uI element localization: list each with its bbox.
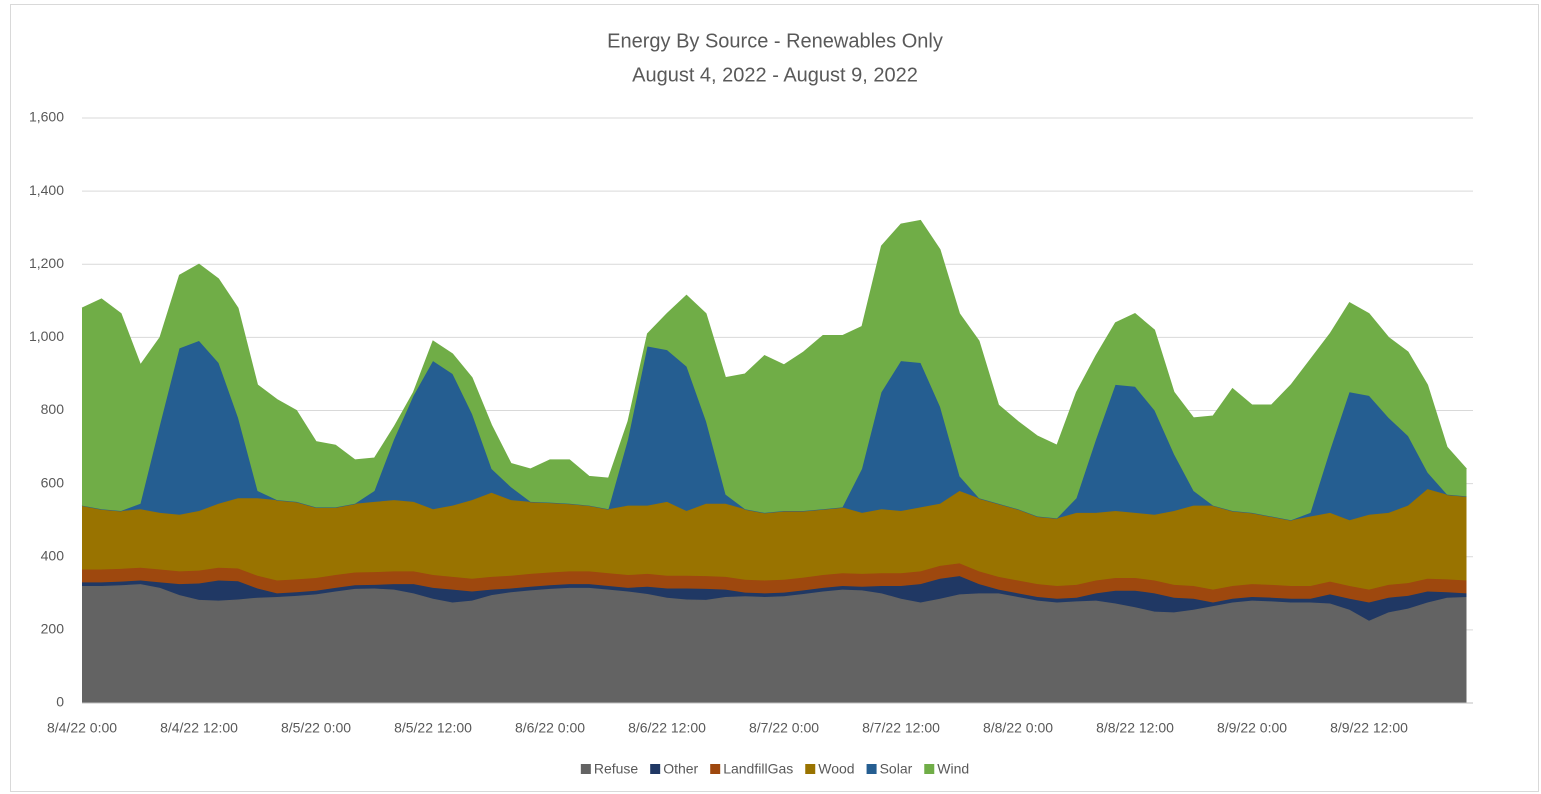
legend-label: Solar	[880, 761, 913, 777]
x-tick-label: 8/5/22 0:00	[281, 720, 351, 736]
area-fill	[82, 584, 1467, 703]
y-tick-label: 800	[41, 401, 65, 417]
legend-label: Refuse	[594, 761, 639, 777]
x-tick-label: 8/7/22 12:00	[862, 720, 940, 736]
x-tick-label: 8/9/22 12:00	[1330, 720, 1408, 736]
y-tick-label: 1,200	[29, 255, 64, 271]
x-tick-label: 8/6/22 12:00	[628, 720, 706, 736]
legend-label: LandfillGas	[723, 761, 793, 777]
area-fill	[82, 563, 1467, 603]
legend-swatch	[805, 764, 816, 774]
x-tick-label: 8/8/22 12:00	[1096, 720, 1174, 736]
x-tick-label: 8/9/22 0:00	[1217, 720, 1287, 736]
chart-subtitle: August 4, 2022 - August 9, 2022	[632, 64, 918, 86]
legend-swatch	[650, 764, 661, 774]
legend-swatch	[924, 764, 935, 774]
legend-swatch	[710, 764, 721, 774]
legend-label: Wood	[818, 761, 854, 777]
y-tick-label: 400	[41, 547, 65, 563]
legend-swatch	[866, 764, 877, 774]
y-tick-label: 1,400	[29, 182, 64, 198]
x-tick-label: 8/8/22 0:00	[983, 720, 1053, 736]
legend: Refuse Other LandfillGas Wood Solar Wind	[580, 761, 969, 777]
legend-swatch	[580, 764, 591, 774]
chart-title: Energy By Source - Renewables Only	[607, 30, 943, 52]
legend-label: Other	[663, 761, 698, 777]
x-tick-label: 8/4/22 0:00	[47, 720, 117, 736]
area-top	[81, 340, 1467, 521]
y-tick-label: 1,600	[29, 109, 64, 125]
y-tick-label: 1,000	[29, 328, 64, 344]
area-top	[81, 219, 1467, 479]
y-tick-label: 200	[41, 621, 65, 637]
y-tick-label: 0	[56, 694, 64, 710]
x-tick-label: 8/4/22 12:00	[160, 720, 238, 736]
x-tick-label: 8/7/22 0:00	[749, 720, 819, 736]
area-fill	[82, 489, 1467, 590]
area-fill	[82, 220, 1467, 521]
y-tick-label: 600	[41, 474, 65, 490]
x-tick-label: 8/5/22 12:00	[394, 720, 472, 736]
legend-label: Wind	[937, 761, 969, 777]
x-tick-label: 8/6/22 0:00	[515, 720, 585, 736]
